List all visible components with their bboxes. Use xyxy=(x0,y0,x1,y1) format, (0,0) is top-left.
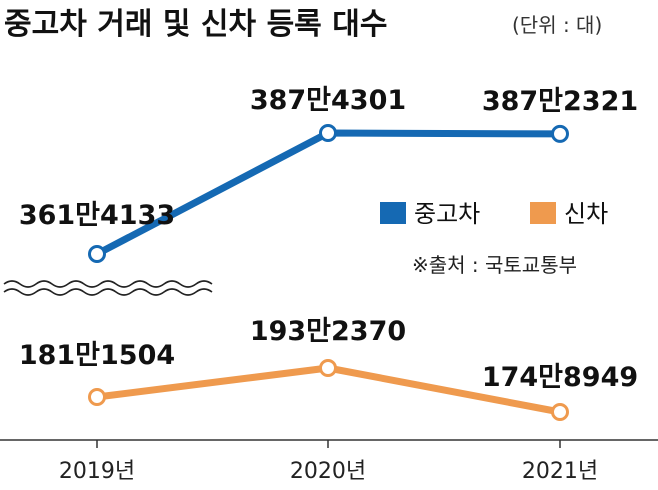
legend-swatch-used xyxy=(380,202,406,224)
data-point xyxy=(88,387,106,406)
series-line-used xyxy=(93,129,564,258)
legend: 중고차 신차 xyxy=(380,200,608,228)
data-label: 181만1504 xyxy=(19,340,175,371)
legend-swatch-new xyxy=(530,202,556,224)
data-point xyxy=(88,245,106,263)
data-label: 387만2321 xyxy=(482,86,638,117)
data-label: 387만4301 xyxy=(250,85,406,116)
axis-break-mark xyxy=(3,280,213,296)
data-point xyxy=(551,403,569,421)
x-tick-label: 2020년 xyxy=(290,459,366,484)
data-label: 361만4133 xyxy=(19,200,175,231)
data-point xyxy=(319,359,337,377)
legend-label-used: 중고차 xyxy=(414,200,480,228)
plot-area: 2019년 2020년 2021년 361만4133 387만4301 387만2321 1… xyxy=(19,85,638,484)
x-tick-label: 2021년 xyxy=(522,459,598,484)
chart-unit: (단위 : 대) xyxy=(512,13,602,37)
data-label: 193만2370 xyxy=(250,316,406,347)
legend-label-new: 신차 xyxy=(564,200,608,228)
x-tick-label: 2019년 xyxy=(59,459,135,484)
source-note: ※출처 : 국토교통부 xyxy=(412,253,577,277)
data-point xyxy=(551,124,569,143)
data-label: 174만8949 xyxy=(482,362,638,393)
data-point xyxy=(319,124,337,142)
chart-title: 중고차 거래 및 신차 등록 대수 xyxy=(4,7,387,42)
